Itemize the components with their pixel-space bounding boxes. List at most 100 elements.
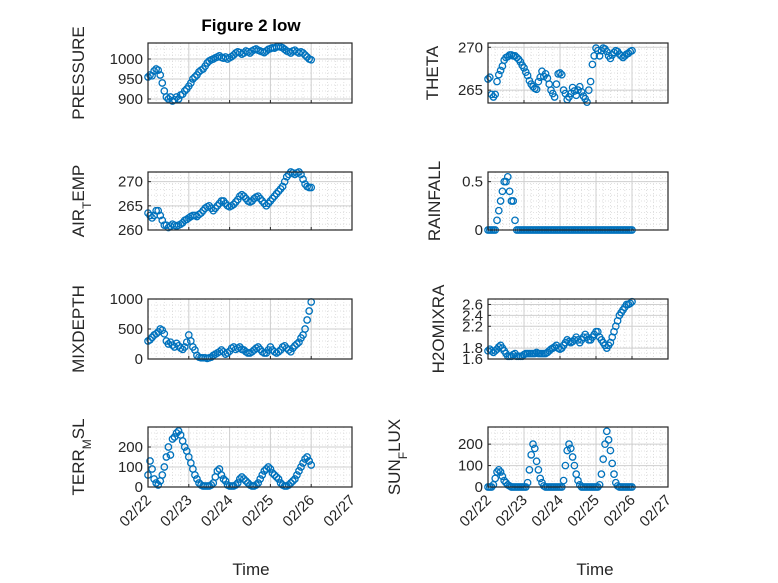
terr-msl-data-point xyxy=(174,427,183,435)
theta-data-point xyxy=(588,60,597,69)
air-temp-data-point xyxy=(278,182,287,191)
ylabel-rainfall: RAINFALL xyxy=(425,161,444,241)
mixdepth-data-point xyxy=(301,325,309,333)
sun-flux-data-point xyxy=(496,468,505,476)
terr-msl-data-point xyxy=(268,469,277,477)
h2omixra-data-point xyxy=(626,299,635,308)
subplot-mixdepth: 0 500 1000 MIXDEPTH xyxy=(69,285,353,373)
ylabel-terr-msl-sub: M xyxy=(80,439,94,449)
h2omixra-data-point xyxy=(494,343,503,351)
mixdepth-ytick-label: 1000 xyxy=(110,291,143,308)
axes-terr-msl: 0 100 200 xyxy=(118,426,353,496)
ylabel-air-temp-a: AIR xyxy=(69,209,88,237)
terr-msl-data-point xyxy=(270,471,279,479)
theta-data-point xyxy=(493,77,501,86)
axes-mixdepth: 0 500 1000 xyxy=(110,291,353,368)
theta-data-point xyxy=(570,87,579,95)
sun-flux-data-point xyxy=(565,440,573,448)
subplot-h2omixra: 1.61.8 2.22.42.6 H2OMIXRA xyxy=(429,284,669,373)
theta-data-point xyxy=(520,64,528,72)
ylabel-air-temp: AIRTEMP xyxy=(69,165,94,238)
terr-msl-data-point xyxy=(286,479,295,487)
sun-flux-data-point xyxy=(494,466,503,474)
theta-axes-box xyxy=(487,42,669,104)
ylabel-pressure: PRESSURE xyxy=(69,26,88,120)
terr-msl-data-point xyxy=(258,471,267,479)
theta-data-point xyxy=(584,86,593,94)
xtick-label: 02/25 xyxy=(564,492,603,531)
theta-data-point xyxy=(550,93,559,101)
air-temp-data-point xyxy=(227,201,236,210)
rainfall-ytick-label: 0 xyxy=(475,222,483,239)
xlabel-right: Time xyxy=(576,560,613,579)
xticks-left: 02/22 02/23 02/24 02/25 02/26 02/27 xyxy=(116,492,359,531)
theta-data-point xyxy=(628,46,636,55)
terr-msl-data-point xyxy=(193,475,201,483)
ylabel-terr-msl: TERRMSL xyxy=(69,418,94,495)
xlabel-left: Time xyxy=(232,560,269,579)
h2omixra-ytick-label: 1.8 xyxy=(462,340,483,357)
rainfall-data-point xyxy=(494,206,503,215)
pressure-data-point xyxy=(158,79,167,87)
theta-data-point xyxy=(532,85,541,94)
pressure-data-point xyxy=(191,73,199,81)
sun-flux-data-point xyxy=(566,444,575,453)
sun-flux-data-point xyxy=(527,451,536,459)
terr-msl-data-point xyxy=(213,467,222,475)
mixdepth-data-point xyxy=(284,346,293,354)
terr-msl-data-point xyxy=(266,465,275,473)
xtick-label: 02/27 xyxy=(320,492,359,531)
rainfall-data-point xyxy=(503,172,512,181)
air-temp-data-point xyxy=(158,216,167,225)
theta-data-point xyxy=(496,66,505,75)
terr-msl-axes-box xyxy=(147,426,353,488)
ylabel-sun-flux-b: LUX xyxy=(385,419,404,452)
terr-msl-data-point xyxy=(303,453,311,461)
terr-msl-data-point xyxy=(148,465,156,473)
pressure-data-point xyxy=(180,87,189,95)
mixdepth-data-point xyxy=(223,349,232,357)
terr-msl-data-point xyxy=(217,471,226,479)
h2omixra-ytick-label: 2.6 xyxy=(462,296,483,313)
mixdepth-data-point xyxy=(293,340,301,348)
axes-rainfall: 00.5 xyxy=(462,171,669,239)
theta-data-point xyxy=(485,73,494,82)
terr-msl-data-point xyxy=(221,477,230,485)
theta-data-point xyxy=(583,98,591,106)
terr-msl-data-point xyxy=(288,477,297,485)
ylabel-h2omixra: H2OMIXRA xyxy=(429,284,448,373)
ylabel-sun-flux-a: SUN xyxy=(385,459,404,495)
theta-data-point xyxy=(557,70,566,79)
xtick-label: 02/23 xyxy=(492,492,531,531)
mixdepth-data-point xyxy=(305,307,314,315)
subplot-theta: 265 270 THETA xyxy=(423,39,669,106)
terr-msl-data-point xyxy=(231,481,240,489)
theta-data-point xyxy=(556,69,564,77)
theta-data-point xyxy=(590,52,599,60)
figure-title: Figure 2 low xyxy=(201,16,301,35)
pressure-data-point xyxy=(172,93,181,101)
pressure-data-point xyxy=(280,45,289,54)
sun-flux-data-point xyxy=(599,455,608,463)
terr-msl-data-point xyxy=(168,435,177,443)
theta-data-point xyxy=(534,77,543,86)
sun-flux-axes-box xyxy=(487,426,669,488)
mixdepth-data-point xyxy=(182,338,191,347)
sun-flux-data-point xyxy=(597,470,606,478)
air-temp-ytick-label: 270 xyxy=(118,174,143,191)
terr-msl-data-point xyxy=(237,473,246,481)
terr-msl-data-point xyxy=(164,443,173,451)
sun-flux-data-point xyxy=(606,446,615,455)
pressure-data-point xyxy=(301,51,309,59)
air-temp-ytick-label: 260 xyxy=(118,222,143,239)
ylabel-mixdepth: MIXDEPTH xyxy=(69,285,88,373)
terr-msl-data-point xyxy=(242,477,250,485)
rainfall-ytick-label: 0.5 xyxy=(462,174,483,191)
ylabel-theta: THETA xyxy=(423,45,442,100)
rainfall-data-point xyxy=(493,216,501,225)
sun-flux-data-point xyxy=(568,453,577,461)
axes-pressure: 900 950 1000 xyxy=(110,42,353,108)
ylabel-air-temp-sub: T xyxy=(80,201,94,209)
mixdepth-data-point xyxy=(303,316,311,324)
